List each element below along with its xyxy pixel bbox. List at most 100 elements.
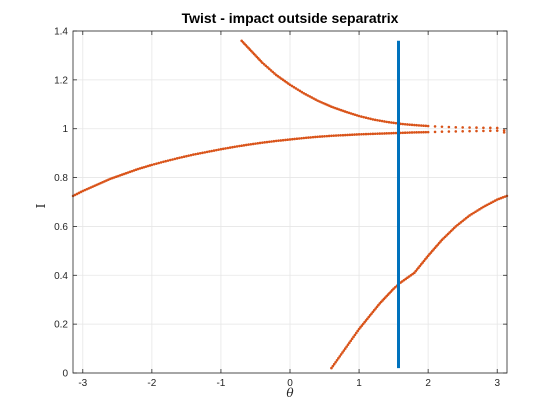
orbit-point	[426, 124, 430, 128]
orbit-point	[269, 69, 273, 72]
orbit-point	[242, 144, 246, 147]
orbit-point	[371, 132, 375, 136]
x-tick-label: 0	[287, 378, 293, 389]
orbit-point	[380, 132, 384, 135]
orbit-point	[343, 133, 347, 137]
orbit-point	[339, 353, 343, 356]
orbit-point	[369, 132, 372, 136]
orbit-point	[392, 131, 395, 135]
y-tick-label: 0.8	[54, 173, 68, 184]
orbit-point	[83, 188, 87, 192]
orbit-point	[415, 123, 418, 127]
orbit-point	[296, 88, 300, 91]
orbit-point	[392, 287, 395, 291]
orbit-point	[447, 130, 451, 133]
orbit-point	[345, 345, 348, 348]
orbit-point	[166, 159, 170, 162]
y-tick-label: 0.2	[54, 320, 68, 331]
orbit-point	[413, 123, 416, 127]
orbit-point	[182, 155, 186, 159]
orbit-point	[392, 121, 395, 125]
orbit-point	[346, 133, 349, 137]
orbit-point	[468, 126, 471, 129]
orbit-point	[203, 151, 207, 154]
orbit-point	[168, 158, 172, 162]
orbit-point	[339, 134, 342, 137]
orbit-point	[152, 162, 156, 166]
orbit-point	[468, 129, 471, 133]
orbit-point	[221, 147, 225, 151]
orbit-point	[495, 126, 499, 130]
orbit-point	[488, 202, 491, 206]
orbit-point	[353, 333, 357, 337]
orbit-point	[281, 138, 285, 142]
orbit-point	[422, 124, 425, 127]
orbit-point	[502, 129, 506, 132]
orbit-series-1	[71, 129, 506, 198]
orbit-point	[491, 200, 495, 203]
orbit-series-3	[330, 194, 509, 370]
orbit-point	[93, 184, 96, 188]
orbit-point	[353, 133, 356, 136]
orbit-point	[233, 145, 237, 149]
orbit-point	[244, 143, 248, 147]
orbit-point	[380, 119, 384, 123]
y-axis-label: I	[34, 203, 48, 208]
orbit-point	[208, 150, 211, 153]
orbit-point	[318, 100, 321, 103]
orbit-point	[205, 150, 209, 154]
orbit-point	[330, 366, 333, 370]
orbit-point	[325, 134, 329, 138]
orbit-point	[334, 134, 338, 137]
orbit-point	[146, 164, 150, 168]
orbit-point	[291, 137, 294, 141]
orbit-point	[314, 135, 317, 139]
orbit-point	[332, 106, 335, 109]
orbit-point	[267, 140, 271, 144]
orbit-point	[215, 148, 218, 152]
orbit-point	[277, 139, 280, 142]
orbit-point	[302, 91, 306, 95]
orbit-point	[316, 99, 319, 102]
orbit-point	[387, 120, 391, 124]
orbit-point	[355, 331, 358, 335]
orbit-point	[103, 180, 106, 183]
orbit-point	[495, 129, 499, 132]
orbit-point	[330, 105, 333, 109]
orbit-point	[308, 95, 312, 98]
orbit-point	[87, 187, 90, 190]
orbit-point	[298, 89, 302, 93]
orbit-point	[272, 139, 276, 143]
orbit-point	[454, 125, 458, 129]
orbit-point	[461, 129, 464, 133]
orbit-point	[210, 149, 214, 153]
orbit-point	[107, 178, 110, 181]
orbit-point	[419, 130, 423, 134]
orbit-point	[134, 168, 138, 172]
orbit-point	[240, 144, 243, 147]
orbit-point	[286, 138, 290, 142]
orbit-point	[385, 120, 389, 124]
orbit-point	[164, 159, 167, 163]
orbit-point	[120, 173, 124, 176]
orbit-point	[336, 107, 339, 111]
orbit-point	[279, 139, 283, 142]
orbit-point	[383, 120, 386, 123]
orbit-point	[81, 189, 85, 193]
orbit-point	[474, 210, 477, 214]
orbit-point	[258, 141, 262, 145]
orbit-point	[350, 337, 354, 341]
orbit-point	[224, 147, 227, 150]
orbit-point	[138, 167, 142, 170]
orbit-point	[307, 136, 310, 139]
orbit-point	[454, 130, 458, 133]
orbit-point	[219, 147, 223, 151]
orbit-point	[461, 126, 464, 129]
orbit-point	[304, 93, 308, 96]
orbit-point	[331, 364, 335, 368]
orbit-point	[478, 208, 481, 211]
orbit-point	[334, 360, 337, 364]
orbit-point	[332, 362, 336, 366]
orbit-point	[185, 154, 188, 158]
orbit-point	[424, 124, 428, 128]
